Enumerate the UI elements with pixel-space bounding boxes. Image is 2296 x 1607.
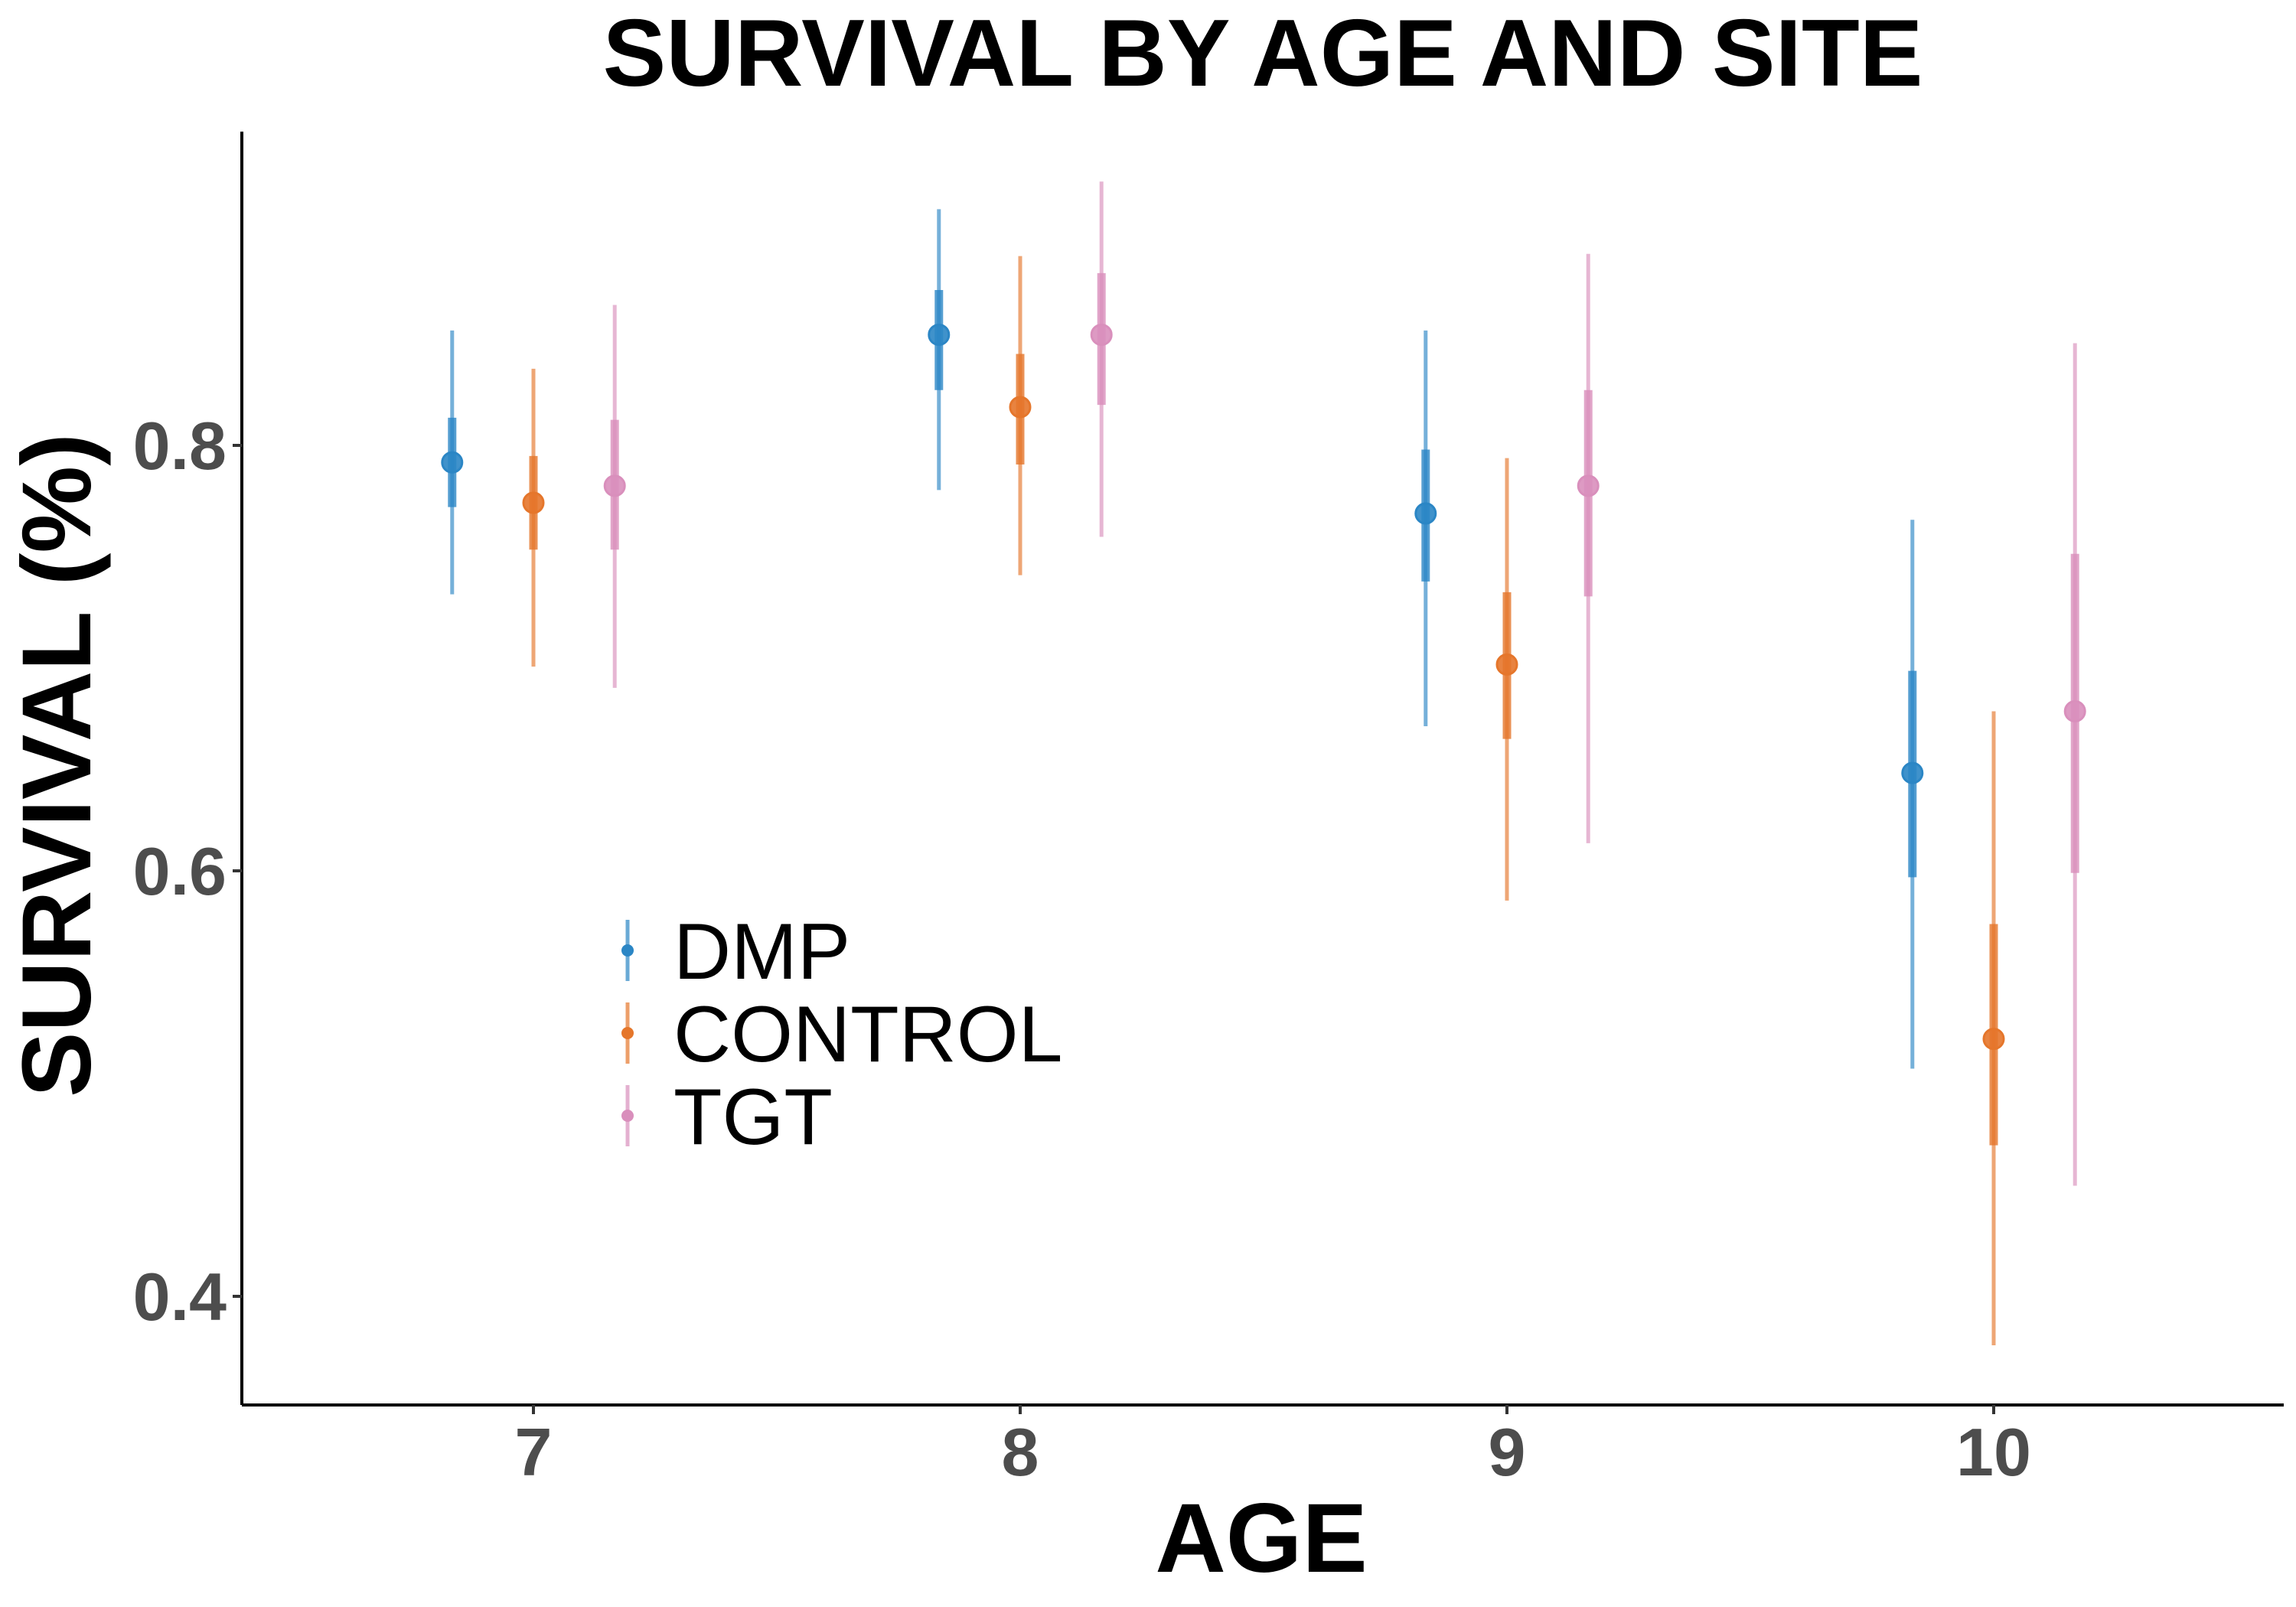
legend-key-point — [621, 1027, 634, 1039]
y-tick-label: 0.8 — [133, 408, 227, 484]
legend-item-tgt: TGT — [621, 1073, 833, 1162]
legend-item-dmp: DMP — [621, 908, 850, 996]
data-point — [522, 491, 545, 514]
data-point — [603, 474, 626, 497]
data-point — [1495, 653, 1518, 676]
y-tick-label: 0.6 — [133, 833, 227, 909]
series-control — [522, 256, 2005, 1345]
x-tick-label: 9 — [1489, 1414, 1526, 1490]
x-tick-label: 10 — [1956, 1414, 2031, 1490]
legend-label: CONTROL — [673, 990, 1062, 1079]
legend-item-control: CONTROL — [621, 990, 1062, 1079]
x-tick-label: 8 — [1002, 1414, 1039, 1490]
y-axis-title: SURVIVAL (%) — [2, 433, 112, 1097]
legend-label: TGT — [673, 1073, 833, 1162]
data-point — [1090, 323, 1113, 346]
x-tick-label: 7 — [515, 1414, 553, 1490]
legend-label: DMP — [673, 908, 850, 996]
data-marks — [441, 181, 2086, 1345]
chart-title: SURVIVAL BY AGE AND SITE — [602, 1, 1923, 106]
legend-key-point — [621, 944, 634, 957]
data-point — [1982, 1028, 2005, 1051]
y-tick-label: 0.4 — [133, 1259, 227, 1335]
data-point — [2063, 700, 2086, 722]
ticks: 7 8 9 10 0.4 0.6 0.8 — [133, 408, 2031, 1490]
x-axis-title: AGE — [1155, 1484, 1367, 1593]
legend-key-point — [621, 1110, 634, 1122]
data-point — [1009, 396, 1032, 419]
data-point — [441, 451, 464, 474]
data-point — [1577, 474, 1600, 497]
axes — [240, 132, 2284, 1407]
data-point — [1414, 502, 1437, 525]
series-dmp — [441, 209, 1924, 1069]
y-axis-title-group: SURVIVAL (%) — [2, 433, 112, 1097]
data-point — [928, 323, 951, 346]
data-point — [1901, 761, 1924, 784]
series-tgt — [603, 181, 2086, 1186]
